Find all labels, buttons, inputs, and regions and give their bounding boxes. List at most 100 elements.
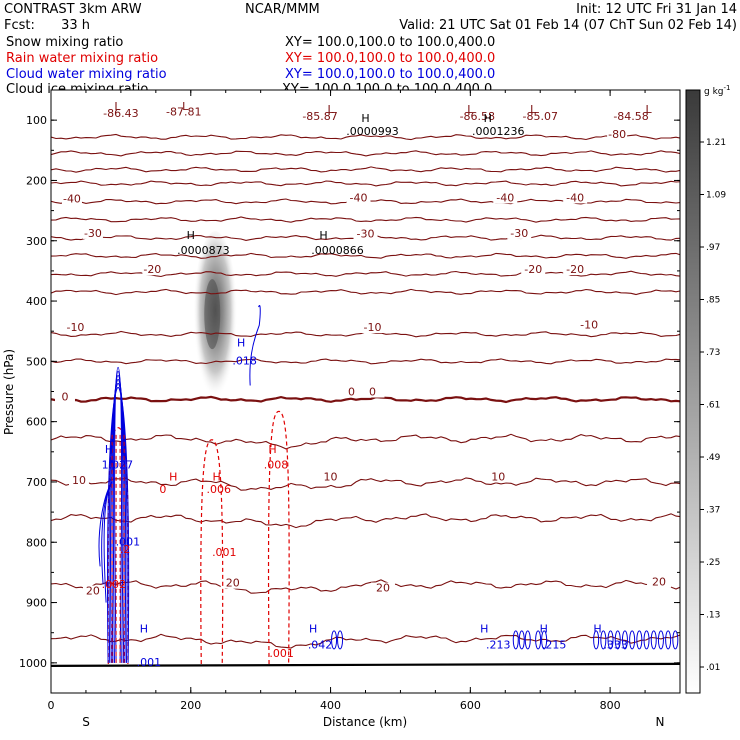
contour-label-bg	[521, 264, 546, 276]
x-axis-label: Distance (km)	[323, 715, 407, 729]
organization: NCAR/MMM	[245, 2, 320, 17]
temperature-contour-label: 20	[226, 577, 240, 590]
temperature-contour-label: -87.81	[166, 106, 201, 119]
cloud-water-contour	[108, 382, 128, 663]
x-tick-label: 800	[600, 699, 621, 712]
cloud-water-contour	[114, 366, 123, 663]
cloud-water-contour	[535, 630, 542, 650]
x-tick-label: 0	[48, 699, 55, 712]
temperature-contour-10	[51, 477, 680, 491]
value-label: .001	[269, 647, 294, 660]
temperature-contour-m25	[51, 252, 680, 259]
temperature-contour-label: -84.58	[613, 110, 648, 123]
model-name: CONTRAST 3km ARW	[4, 2, 142, 17]
field-rain-xy: XY= 100.0,100.0 to 100.0,400.0	[285, 51, 495, 66]
colorbar-unit: g kg-1	[704, 84, 730, 97]
extremum-marker-L: L	[182, 100, 189, 113]
value-label: .001	[212, 546, 237, 559]
temperature-contour-m50	[51, 180, 680, 187]
cloud-water-contour	[98, 481, 113, 567]
temperature-contour-label: -86.43	[103, 107, 138, 120]
extremum-marker-H: H	[484, 112, 492, 125]
contour-label-bg	[353, 228, 378, 240]
header: CONTRAST 3km ARW NCAR/MMM Init: 12 UTC F…	[4, 2, 737, 97]
contour-label-bg	[563, 264, 588, 276]
contour-label-bg	[339, 386, 364, 398]
temperature-contour-label: -85.07	[522, 110, 557, 123]
extremum-marker-H: H	[187, 229, 195, 242]
temperature-contour-25	[51, 633, 680, 649]
temperature-contour-20	[51, 579, 680, 594]
temperature-contour-label: -30	[84, 227, 102, 240]
value-label: .0000873	[177, 244, 230, 257]
y-tick-label: 900	[26, 597, 47, 610]
contour-label-bg	[360, 386, 385, 398]
extremum-marker-L: L	[467, 103, 474, 116]
extremum-marker-H: H	[593, 623, 601, 636]
cloud-water-contour	[112, 370, 124, 663]
cloud-water-contour	[337, 630, 344, 650]
colorbar-tick-label: 1.21	[706, 138, 726, 148]
temperature-contour-label: 0	[369, 386, 376, 399]
x-tick-label: 600	[460, 699, 481, 712]
value-label: .215	[542, 638, 567, 651]
forecast-hours: 33 h	[61, 18, 90, 33]
extremum-marker-L: L	[530, 103, 537, 116]
contour-label-bg	[528, 110, 553, 122]
y-tick-label: 1000	[19, 657, 47, 670]
temperature-contour-m5	[51, 358, 680, 365]
cloud-water-contour	[679, 634, 680, 646]
temperature-contour-label: -30	[510, 227, 528, 240]
temperature-contour-5	[51, 433, 680, 450]
contour-label-bg	[493, 192, 518, 204]
value-label: .0000866	[311, 244, 364, 257]
temperature-contour-label: 20	[376, 581, 390, 594]
value-label: .042	[308, 638, 333, 651]
cloud-water-contour	[636, 630, 643, 650]
extremum-marker-H: H	[237, 336, 245, 349]
snow-mixing-ratio-core	[204, 279, 221, 350]
init-time: Init: 12 UTC Fri 31 Jan 14	[576, 2, 737, 17]
colorbar-tick-label: .73	[706, 348, 720, 358]
y-tick-label: 300	[26, 235, 47, 248]
cloud-water-contour	[249, 305, 261, 386]
temperature-contour-label: 10	[72, 474, 86, 487]
valid-time: Valid: 21 UTC Sat 01 Feb 14 (07 ChT Sun …	[399, 18, 737, 33]
temperature-contour-label: -40	[496, 191, 514, 204]
temperature-contour-label: 0	[61, 390, 68, 403]
value-label: .0001236	[472, 125, 525, 138]
x-tick-label: 400	[320, 699, 341, 712]
cloud-water-contour	[541, 630, 548, 650]
contour-label-bg	[465, 110, 490, 122]
colorbar-tick-label: .61	[706, 401, 720, 411]
cloud-water-contour	[593, 630, 600, 650]
temperature-contour-label: -10	[580, 319, 598, 332]
colorbar-tick-label: 1.09	[706, 191, 726, 201]
contour-label-bg	[82, 585, 103, 597]
temperature-contour-m60	[51, 166, 680, 173]
extremum-marker-H: H	[319, 229, 327, 242]
y-tick-label: 800	[26, 536, 47, 549]
colorbar-tick-label: .49	[706, 453, 721, 463]
cloud-water-contour	[107, 386, 130, 663]
temperature-contour-m80	[51, 133, 680, 141]
extremum-marker-H: H	[540, 623, 548, 636]
field-cloud-xy: XY= 100.0,100.0 to 100.0,400.0	[285, 67, 495, 82]
contour-label-bg	[171, 106, 196, 118]
contour-label-bg	[370, 582, 395, 594]
value-label: .2	[120, 543, 131, 556]
temperature-contour-label: -80	[608, 128, 626, 141]
value-label: .333	[603, 638, 628, 651]
temperature-contour-label: -85.87	[302, 110, 337, 123]
value-label: .001	[137, 656, 162, 669]
temperature-contour-m70	[51, 150, 680, 157]
colorbar-tick-label: .97	[706, 243, 720, 253]
temperature-contour-label: -86.58	[460, 110, 495, 123]
temperature-contour-label: -40	[63, 193, 81, 206]
contour-label-bg	[647, 576, 672, 588]
cloud-water-contour	[607, 630, 614, 650]
cloud-water-contour	[629, 630, 636, 650]
